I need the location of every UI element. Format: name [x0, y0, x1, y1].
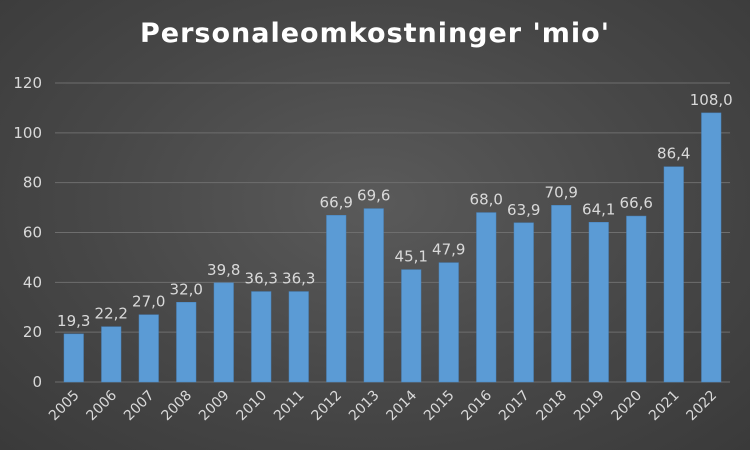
y-tick-label: 80: [23, 174, 42, 192]
x-tick-label: 2015: [421, 388, 458, 425]
x-tick-label: 2019: [571, 388, 608, 425]
bar: [551, 205, 572, 383]
y-tick-label: 40: [23, 273, 42, 291]
bar: [626, 215, 647, 383]
chart-title: Personaleomkostninger 'mio': [139, 18, 610, 49]
x-tick-label: 2007: [121, 388, 158, 425]
x-tick-label: 2009: [196, 388, 233, 425]
x-tick-label: 2021: [646, 388, 683, 425]
data-label: 66,9: [320, 193, 353, 211]
data-label: 32,0: [170, 280, 203, 298]
data-label: 70,9: [545, 183, 578, 201]
y-tick-label: 0: [32, 373, 42, 391]
bar: [326, 215, 347, 383]
data-label: 22,2: [95, 305, 128, 323]
x-tick-label: 2020: [609, 388, 646, 425]
x-tick-label: 2010: [234, 388, 271, 425]
bar: [213, 282, 234, 383]
x-tick-label: 2018: [534, 388, 571, 425]
data-label: 36,3: [245, 270, 278, 288]
x-tick-label: 2012: [309, 388, 346, 425]
data-label: 45,1: [395, 248, 428, 266]
x-tick-label: 2022: [684, 388, 721, 425]
bar: [138, 314, 159, 383]
x-tick-label: 2006: [84, 387, 121, 424]
data-label: 86,4: [657, 145, 690, 163]
bar: [288, 291, 309, 383]
bar: [588, 222, 609, 383]
x-tick-label: 2017: [496, 388, 533, 425]
bar: [251, 291, 272, 383]
bar: [438, 262, 459, 383]
data-label: 19,3: [57, 312, 90, 330]
y-tick-label: 100: [13, 124, 42, 142]
data-label: 39,8: [207, 261, 240, 279]
x-tick-label: 2014: [384, 387, 421, 424]
data-label: 64,1: [582, 200, 615, 218]
data-label: 68,0: [470, 191, 503, 209]
bar: [401, 269, 422, 383]
data-label: 69,6: [357, 187, 390, 205]
x-tick-label: 2016: [459, 387, 496, 424]
bar: [63, 333, 84, 383]
bar: [663, 166, 684, 383]
data-label: 47,9: [432, 241, 465, 259]
bar: [476, 212, 497, 383]
y-tick-label: 20: [23, 323, 42, 341]
bar: [701, 112, 722, 383]
bar: [513, 222, 534, 383]
bar: [363, 208, 384, 383]
bar: [176, 302, 197, 383]
data-label: 66,6: [620, 194, 653, 212]
data-label: 63,9: [507, 201, 540, 219]
x-tick-label: 2005: [46, 388, 83, 425]
data-label: 36,3: [282, 270, 315, 288]
y-tick-label: 60: [23, 224, 42, 242]
data-label: 108,0: [690, 91, 733, 109]
x-tick-label: 2008: [159, 388, 196, 425]
bar: [101, 326, 122, 383]
y-tick-label: 120: [13, 74, 42, 92]
x-tick-label: 2013: [346, 388, 383, 425]
data-label: 27,0: [132, 293, 165, 311]
x-tick-label: 2011: [271, 388, 308, 425]
